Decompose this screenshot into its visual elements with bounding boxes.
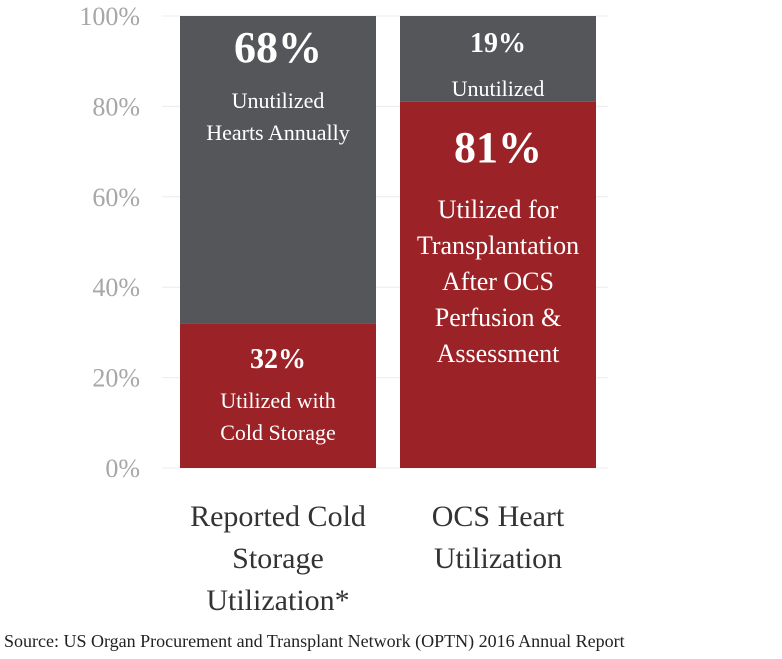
segment-labels: 68% Unutilized Hearts Annually 32% Utilized … bbox=[206, 23, 579, 445]
bar-segment bbox=[400, 16, 596, 102]
segment-label: Hearts Annually bbox=[206, 120, 350, 145]
segment-label: Utilized with bbox=[220, 388, 335, 413]
y-tick-label: 100% bbox=[79, 2, 140, 31]
x-category-label: Storage bbox=[232, 542, 324, 575]
y-tick-label: 40% bbox=[92, 273, 140, 302]
segment-label: Transplantation bbox=[417, 231, 579, 260]
segment-label: 19% bbox=[470, 28, 526, 59]
source-note: Source: US Organ Procurement and Transpl… bbox=[4, 631, 625, 652]
x-category-label: Utilization bbox=[434, 542, 562, 575]
x-category-label: Utilization* bbox=[206, 584, 349, 617]
y-axis-ticks: 0% 20% 40% 60% 80% 100% bbox=[79, 2, 140, 483]
segment-label: 32% bbox=[250, 344, 306, 375]
y-tick-label: 80% bbox=[92, 92, 140, 121]
segment-label: Perfusion & bbox=[435, 303, 561, 332]
segment-label: Utilized for bbox=[438, 195, 559, 224]
y-tick-label: 20% bbox=[92, 364, 140, 393]
segment-label: Assessment bbox=[437, 339, 561, 368]
segment-label: 68% bbox=[234, 23, 322, 72]
bar-segment bbox=[180, 323, 376, 468]
segment-label: 81% bbox=[454, 123, 542, 172]
bars-layer bbox=[180, 16, 596, 468]
bar-segment bbox=[400, 101, 596, 468]
segment-label: After OCS bbox=[442, 267, 554, 296]
x-category-label: OCS Heart bbox=[432, 500, 565, 533]
y-tick-label: 60% bbox=[92, 183, 140, 212]
x-category-label: Reported Cold bbox=[190, 500, 366, 533]
category-labels: Reported Cold Storage Utilization* OCS Hear… bbox=[190, 500, 565, 617]
y-tick-label: 0% bbox=[105, 454, 140, 483]
bar-segment bbox=[180, 16, 376, 324]
segment-label: Cold Storage bbox=[220, 420, 336, 445]
segment-label: Unutilized bbox=[232, 88, 325, 113]
segment-label: Unutilized bbox=[452, 76, 545, 101]
